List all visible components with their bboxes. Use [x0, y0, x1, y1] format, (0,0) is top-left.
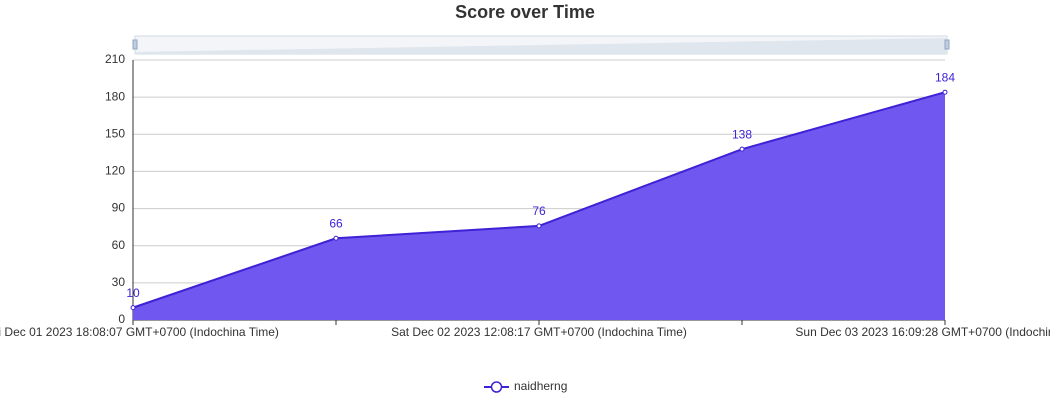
- legend-label: naidherng: [514, 379, 567, 393]
- zoom-handle[interactable]: [944, 39, 950, 50]
- point: [942, 89, 948, 95]
- y-tick-label: 90: [112, 201, 126, 215]
- value-label: 10: [126, 286, 140, 300]
- point: [739, 146, 745, 152]
- x-tick-label: Sat Dec 02 2023 12:08:17 GMT+0700 (Indoc…: [391, 325, 687, 339]
- x-tick-label: Fri Dec 01 2023 18:08:07 GMT+0700 (Indoc…: [0, 325, 279, 339]
- point: [333, 235, 339, 241]
- x-tick-label: Sun Dec 03 2023 16:09:28 GMT+0700 (Indoc…: [795, 325, 1050, 339]
- point: [130, 305, 136, 311]
- zoom-handle[interactable]: [132, 39, 138, 50]
- y-tick-label: 120: [105, 164, 125, 178]
- legend-item[interactable]: naidherng: [484, 379, 567, 393]
- point: [536, 223, 542, 229]
- value-label: 66: [329, 216, 343, 230]
- chart-title: Score over Time: [455, 2, 595, 22]
- y-tick-label: 0: [118, 312, 125, 326]
- y-tick-label: 180: [105, 89, 125, 103]
- y-tick-label: 60: [112, 238, 126, 252]
- data-zoom-slider[interactable]: [132, 35, 950, 55]
- zoom-preview: [135, 38, 947, 54]
- y-tick-label: 30: [112, 275, 126, 289]
- value-label: 138: [732, 127, 752, 141]
- value-label: 76: [532, 204, 546, 218]
- y-tick-label: 150: [105, 126, 125, 140]
- y-tick-label: 210: [105, 52, 125, 66]
- value-label: 184: [935, 70, 955, 84]
- legend-symbol: [490, 381, 503, 393]
